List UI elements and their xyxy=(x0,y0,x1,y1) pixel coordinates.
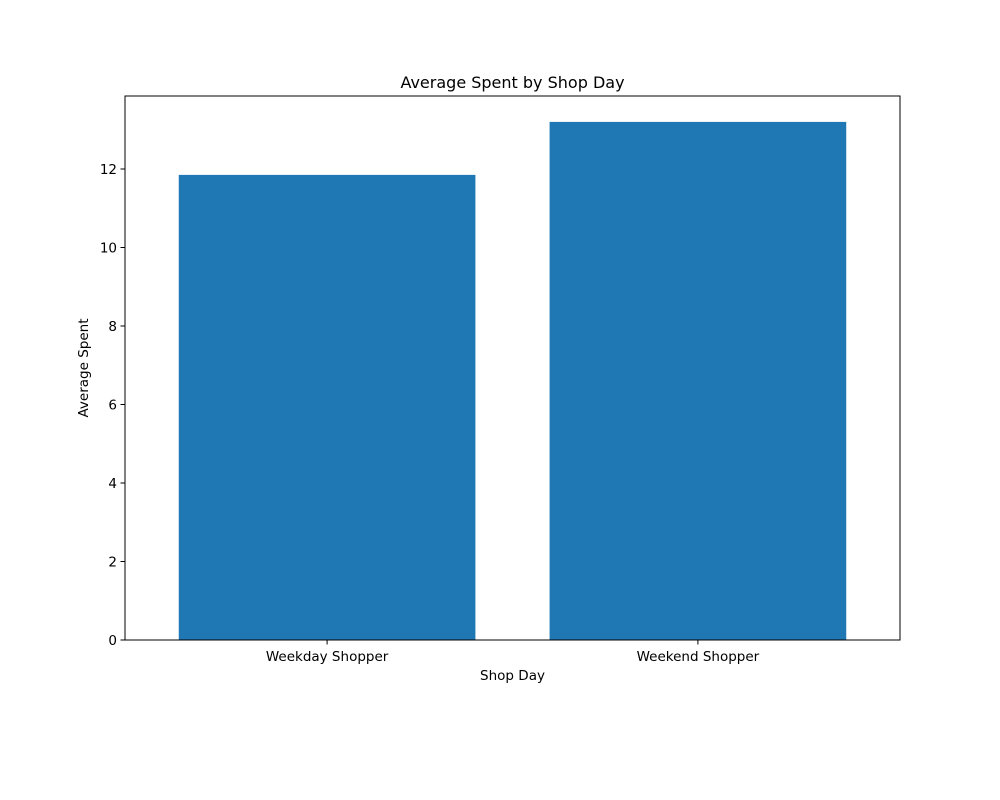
y-tick-label: 4 xyxy=(108,476,117,492)
y-tick-label: 10 xyxy=(100,241,117,257)
y-tick-label: 8 xyxy=(108,319,117,335)
y-tick-label: 2 xyxy=(108,555,117,571)
y-tick-label: 0 xyxy=(108,633,117,649)
y-axis-ticks: 0 2 4 6 8 10 12 xyxy=(100,162,125,649)
x-axis-ticks: Weekday Shopper Weekend Shopper xyxy=(266,640,760,665)
axes-frame xyxy=(124,95,901,641)
chart-title: Average Spent by Shop Day xyxy=(400,73,624,92)
bars-layer xyxy=(178,121,847,640)
bar-weekday-shopper xyxy=(178,174,476,640)
x-tick-label: Weekday Shopper xyxy=(266,649,389,665)
x-tick-label: Weekend Shopper xyxy=(637,649,760,665)
y-axis-label: Average Spent xyxy=(76,318,92,417)
x-axis-label: Shop Day xyxy=(480,668,545,684)
bar-weekend-shopper xyxy=(549,121,847,640)
y-tick-label: 6 xyxy=(108,398,117,414)
y-tick-label: 12 xyxy=(100,162,117,178)
